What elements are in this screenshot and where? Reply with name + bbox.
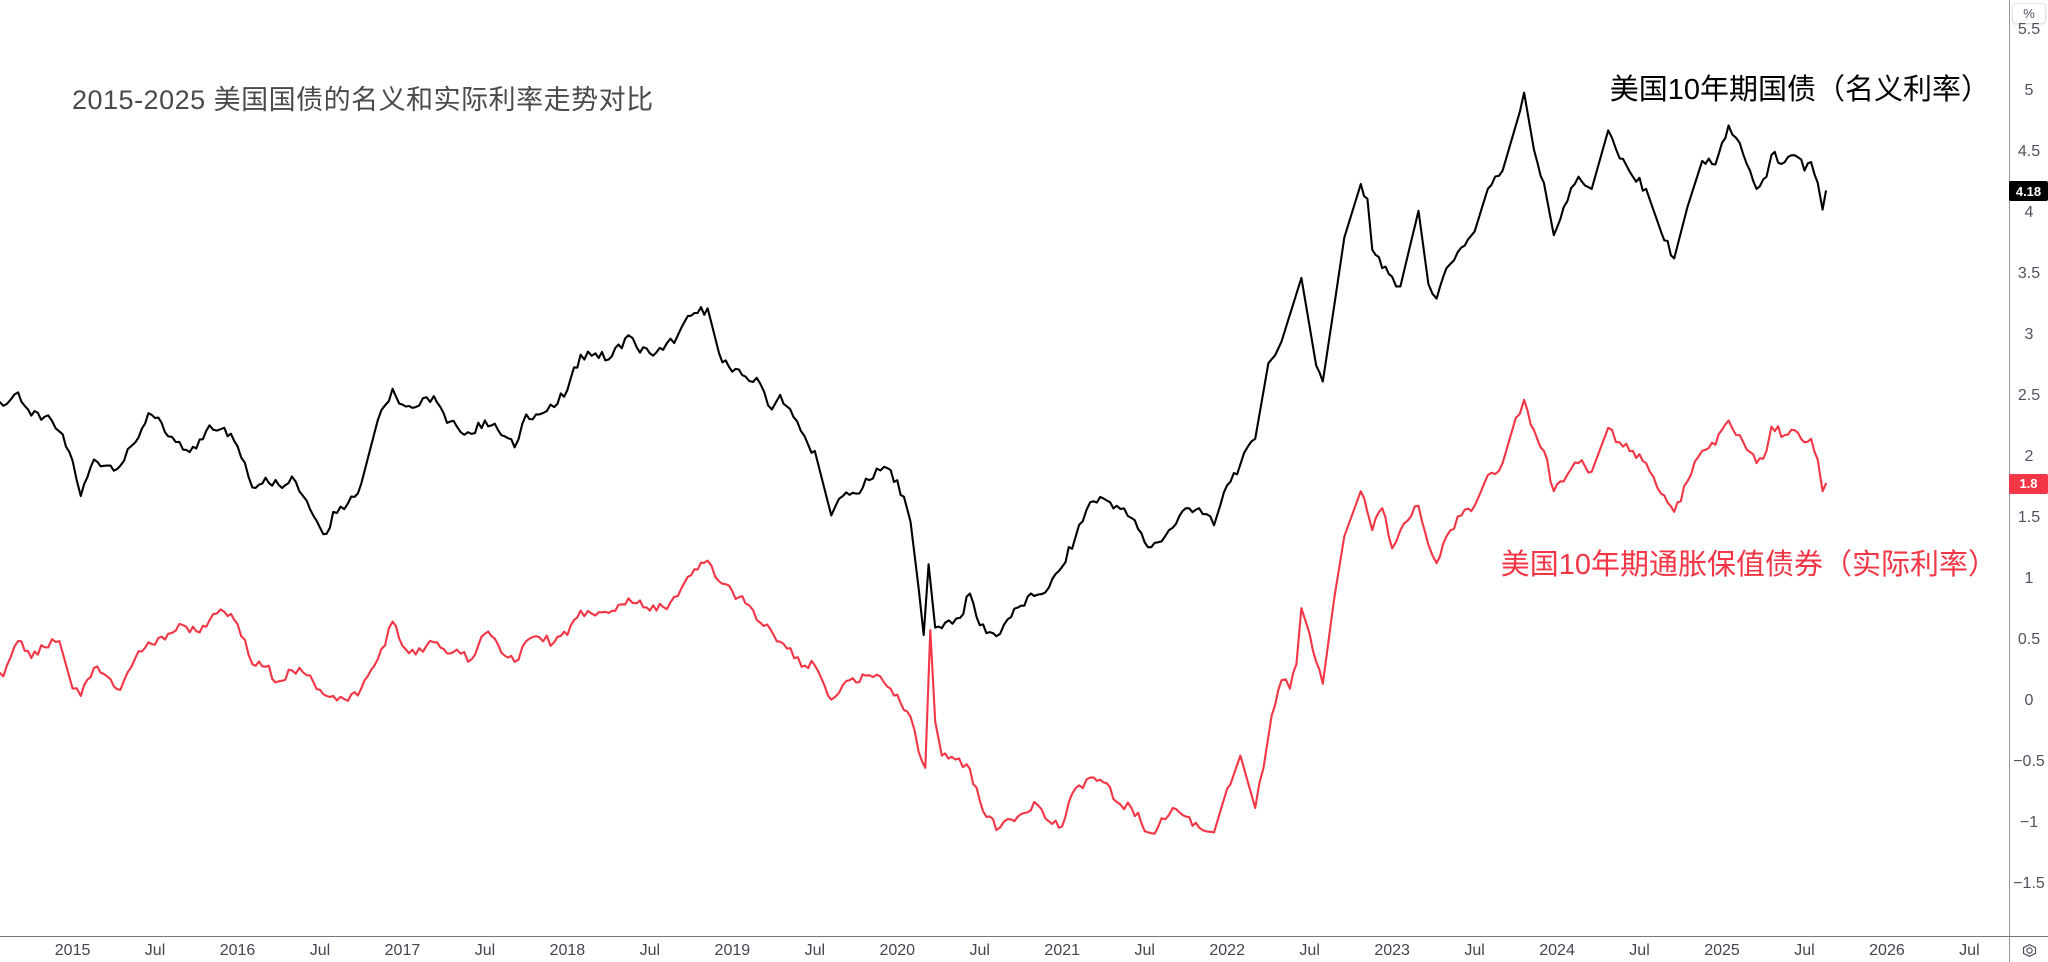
time-tick-label: 2017	[384, 942, 421, 959]
time-tick-label: 2018	[549, 942, 586, 959]
time-tick-label: Jul	[1134, 942, 1155, 959]
price-tick-label: 4	[2024, 204, 2034, 222]
price-tick-label: 0	[2024, 691, 2034, 709]
nominal-series-line[interactable]	[0, 91, 1827, 638]
price-tick-label: 5	[2024, 82, 2034, 100]
price-tick-label: 2	[2024, 448, 2034, 466]
time-scale-settings-button[interactable]	[2019, 941, 2039, 959]
time-tick-label: 2026	[1869, 942, 1905, 959]
price-tick-label: 4.5	[2017, 143, 2041, 161]
chart-title[interactable]: 2015-2025 美国国债的名义和实际利率走势对比	[72, 85, 654, 115]
real-series-line[interactable]	[0, 398, 1827, 835]
time-tick-label: Jul	[1464, 942, 1485, 959]
time-tick-label: 2022	[1209, 942, 1245, 959]
price-scale[interactable]	[2009, 0, 2048, 937]
price-tick-label: 3.5	[2017, 265, 2041, 283]
time-tick-label: 2021	[1044, 942, 1081, 959]
real-series-label[interactable]: 美国10年期通胀保值债券（实际利率）	[1500, 549, 1997, 581]
time-tick-label: 2016	[219, 942, 256, 959]
price-tick-label: −1	[2019, 813, 2039, 831]
chart-plot-area[interactable]	[0, 0, 2009, 936]
price-tick-label: 0.5	[2017, 630, 2041, 648]
price-tick-label: −1.5	[2013, 874, 2045, 892]
nominal-series-label[interactable]: 美国10年期国债（名义利率）	[1609, 74, 1990, 106]
price-tick-label: 3	[2024, 326, 2034, 344]
time-tick-label: Jul	[1794, 942, 1815, 959]
time-tick-label: 2019	[714, 942, 751, 959]
time-tick-label: Jul	[1629, 942, 1650, 959]
time-tick-label: 2015	[54, 942, 91, 959]
price-tick-label: 5.5	[2017, 21, 2041, 39]
percent-scale-button[interactable]: %	[2012, 3, 2046, 24]
time-tick-label: Jul	[1959, 942, 1980, 959]
time-tick-label: 2024	[1539, 942, 1575, 959]
time-tick-label: Jul	[144, 942, 166, 959]
price-tick-label: 1.5	[2017, 508, 2041, 526]
time-tick-label: 2025	[1704, 942, 1740, 959]
time-axis-border	[0, 936, 2048, 937]
price-badge-nominal: 4.18	[2009, 181, 2048, 202]
time-tick-label: Jul	[639, 942, 661, 959]
price-badge-real: 1.8	[2009, 473, 2048, 494]
time-tick-label: Jul	[309, 942, 331, 959]
price-tick-label: 1	[2024, 569, 2034, 587]
time-tick-label: Jul	[1299, 942, 1320, 959]
time-tick-label: Jul	[474, 942, 496, 959]
time-tick-label: Jul	[969, 942, 990, 959]
settings-gear-icon	[2022, 943, 2036, 957]
time-tick-label: 2020	[879, 942, 916, 959]
price-tick-label: −0.5	[2013, 752, 2045, 770]
time-tick-label: 2023	[1374, 942, 1410, 959]
time-tick-label: Jul	[804, 942, 826, 959]
price-tick-label: 2.5	[2017, 387, 2041, 405]
